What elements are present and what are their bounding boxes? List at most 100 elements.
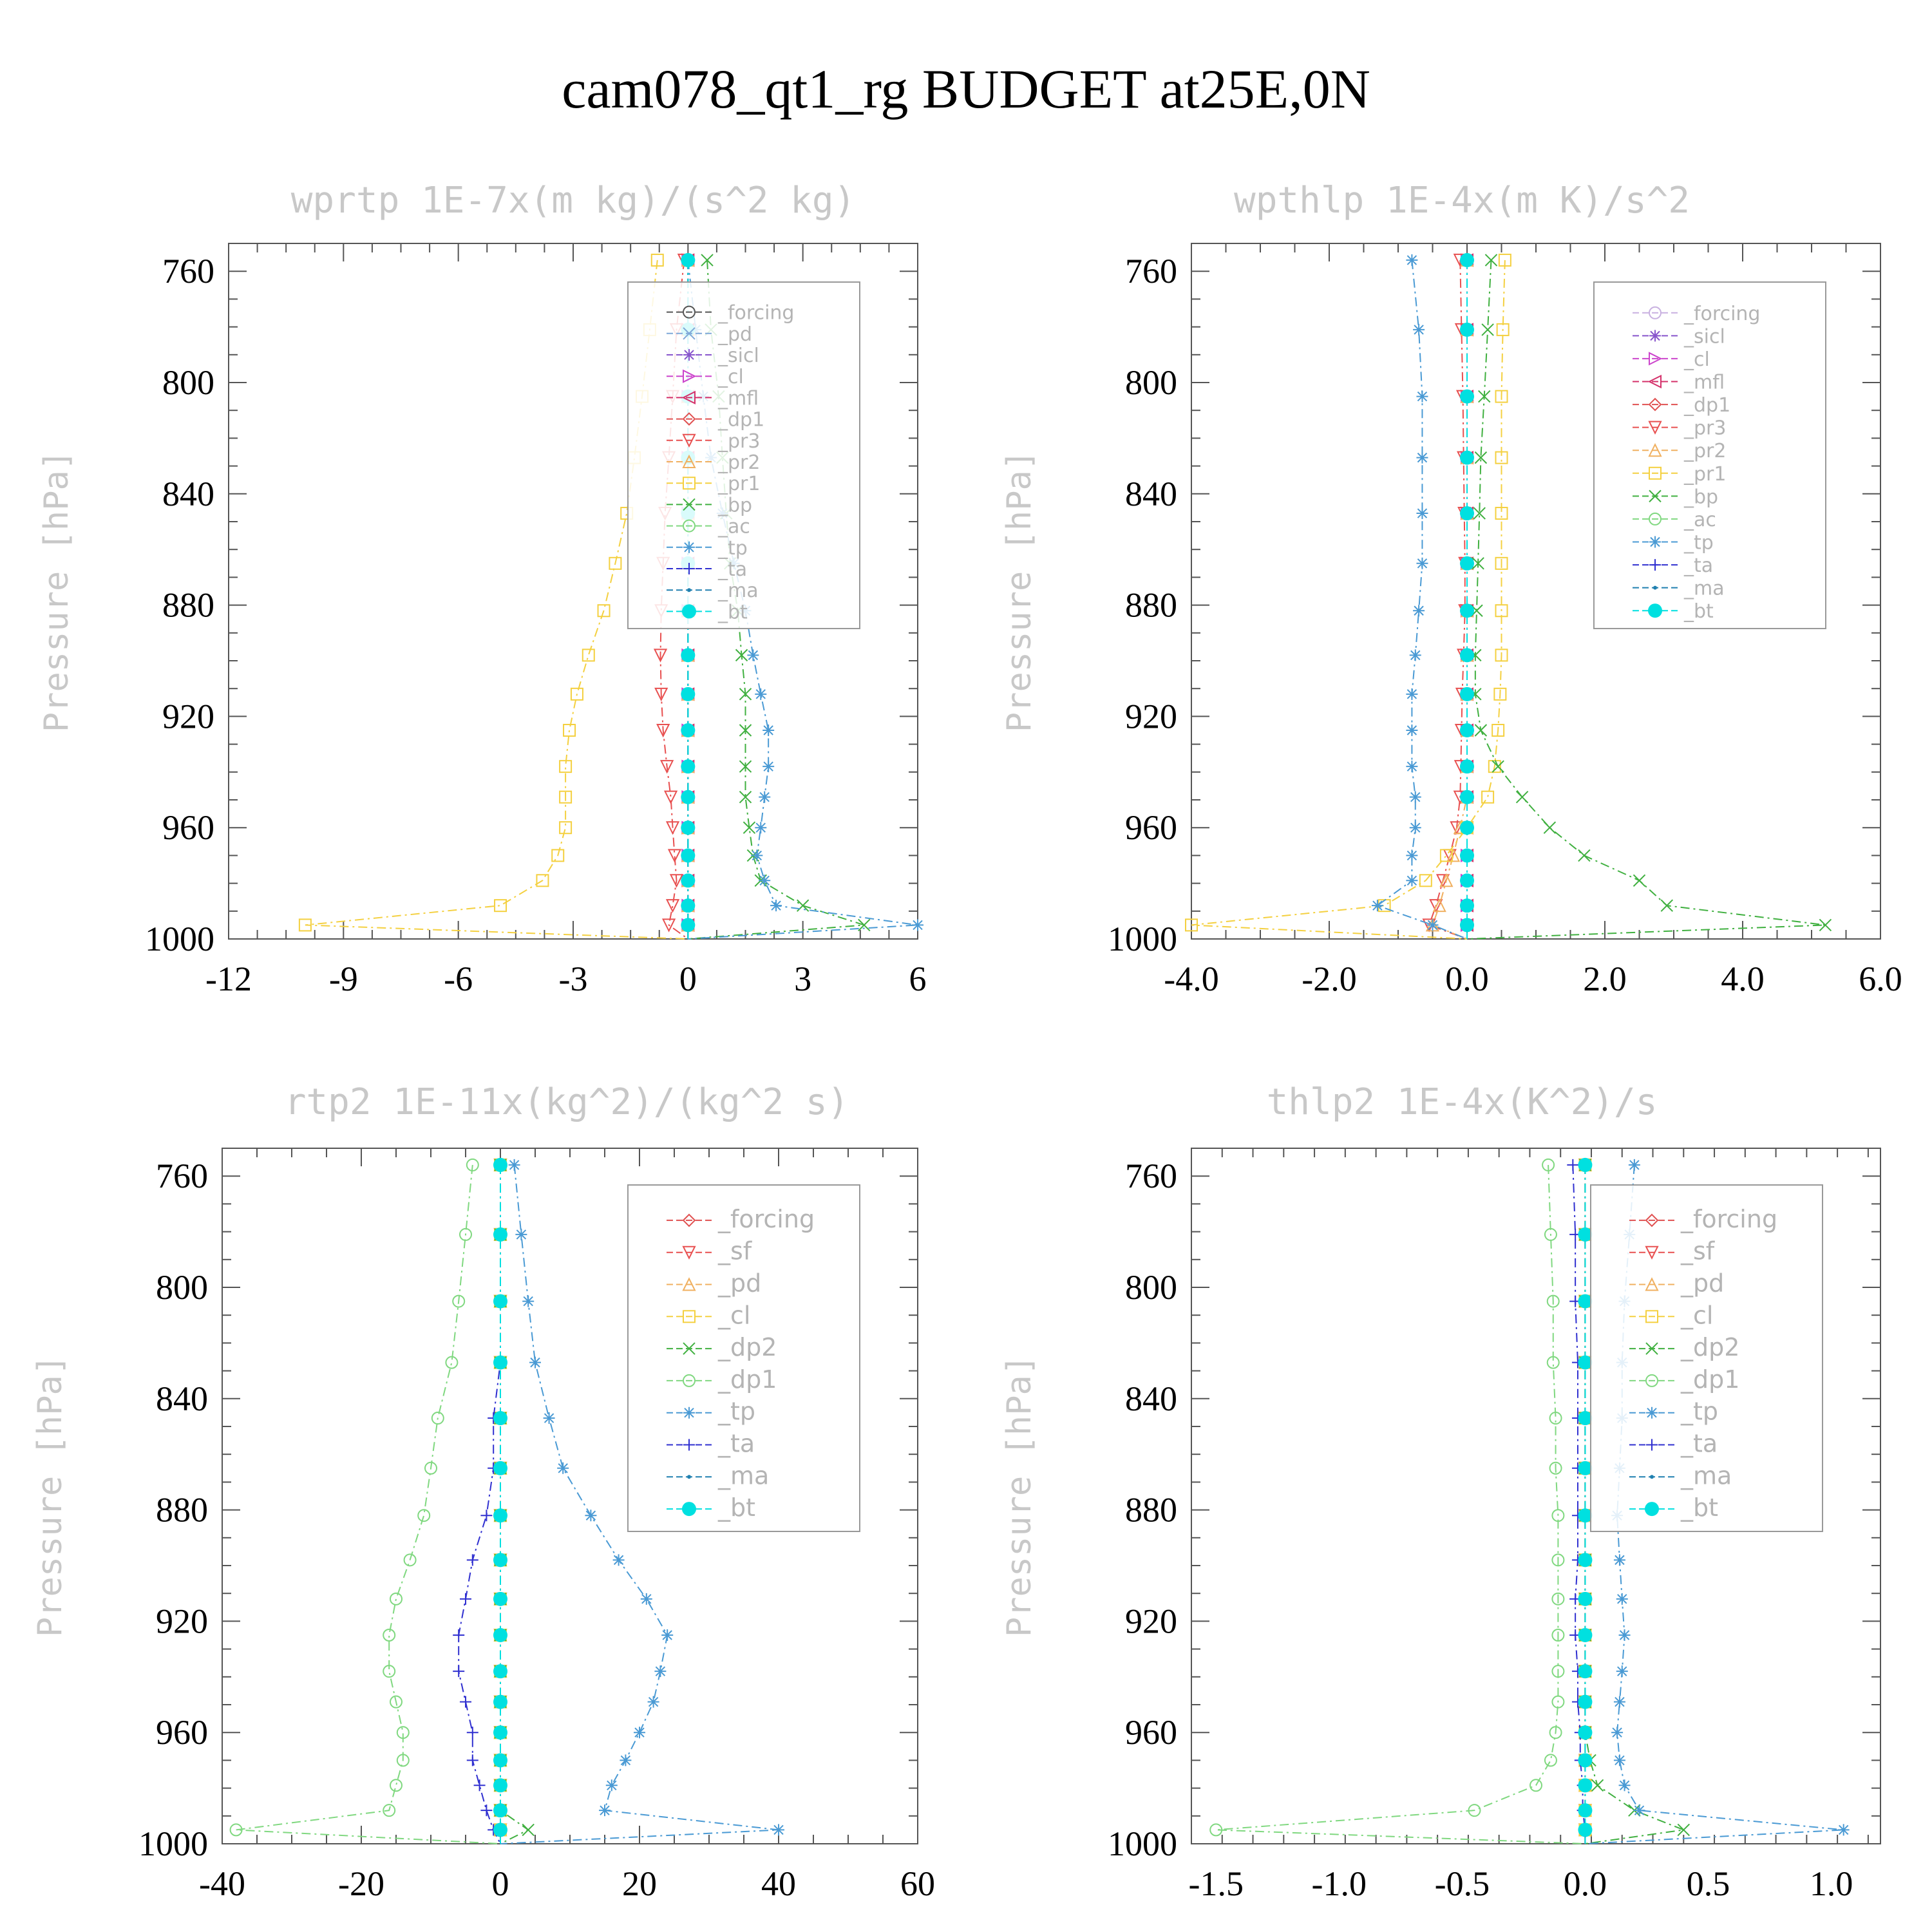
marker-point [681,648,696,663]
marker-point [1439,873,1454,887]
marker-point [667,849,682,863]
marker-point [522,1295,535,1307]
y-tick-label: 880 [162,586,214,625]
marker-point [493,1778,507,1793]
marker-point [1492,760,1504,773]
marker-point [515,1228,527,1240]
marker-point [1495,556,1508,570]
marker-point [493,1157,507,1172]
legend-point [682,1245,696,1260]
marker-point [1406,761,1418,773]
legend-label: _forcing [717,302,794,325]
marker-point [1618,1629,1631,1641]
y-tick-label: 800 [162,363,214,402]
marker-point [466,1754,478,1766]
y-tick-label: 840 [1125,475,1177,513]
marker-point [417,1509,431,1522]
marker-point [493,1823,507,1837]
marker-point [759,791,771,803]
marker-point [452,1294,466,1308]
x-tick-label: -12 [205,960,252,998]
marker-point [559,821,573,835]
marker-point [1819,918,1832,932]
legend-label: _dp1 [717,409,764,431]
marker-point [1460,506,1474,521]
x-tick-label: -3 [559,960,588,998]
legend-label: _bt [717,1493,755,1522]
legend-label: _tp [1683,532,1714,554]
marker-point [396,1726,410,1739]
marker-point [755,688,767,700]
x-tick-label: 0 [492,1864,509,1903]
marker-point [661,1629,674,1641]
x-tick-label: -2.0 [1302,960,1356,998]
marker-point [751,849,763,862]
marker-point [681,759,696,774]
series-line [1191,260,1506,940]
legend-label: _ma [1680,1461,1732,1490]
marker-point [1460,873,1474,888]
legend-point [1649,536,1661,548]
marker-point [796,899,810,912]
marker-point [493,1591,507,1606]
y-tick-label: 760 [1125,252,1177,290]
legend-point [1648,421,1662,435]
marker-point [466,1158,479,1171]
series-line [1216,1164,1586,1844]
marker-point [665,899,680,913]
marker-point [493,1753,507,1768]
legend-label: _dp1 [717,1365,777,1394]
marker-point [298,918,312,932]
marker-point [1578,1753,1593,1768]
series-pr2 [1425,252,1474,940]
legend-label: _cl [1680,1301,1713,1329]
marker-point [660,760,674,774]
panel-title: wprtp 1E-7x(m kg)/(s^2 kg) [291,180,856,222]
marker-point [1474,451,1488,464]
legend-box [627,281,860,629]
marker-point [681,820,696,835]
legend-point [1645,1374,1658,1387]
x-tick-label: 0.0 [1445,960,1489,998]
marker-point [681,898,696,913]
legend-point [1650,1475,1654,1479]
marker-point [1460,648,1474,663]
legend-point [687,1475,691,1479]
marker-point [1493,687,1507,701]
legend-label: _pd [717,1269,761,1298]
marker-point [770,900,782,912]
legend-point [683,1406,695,1419]
legend-label: _sf [1680,1237,1716,1265]
marker-point [1460,820,1474,835]
y-tick-label: 960 [162,808,214,847]
marker-point [634,1727,645,1739]
marker-point [739,688,752,701]
legend-label: _bt [717,601,748,623]
marker-point [762,761,775,773]
legend-label: _pr3 [1683,417,1726,440]
legend-point [683,1374,696,1387]
marker-point [1613,1754,1625,1766]
marker-point [1495,604,1508,618]
legend-point [681,390,696,405]
marker-point [858,918,871,932]
legend-label: _ta [717,558,747,581]
y-axis-title: Pressure [hPa] [31,1355,70,1637]
legend-label: _dp2 [717,1333,777,1361]
marker-point [1530,1779,1542,1792]
y-axis-title: Pressure [hPa] [1000,450,1039,732]
marker-point [1406,849,1418,862]
marker-point [1460,918,1474,933]
legend-label: _dp2 [1680,1333,1739,1361]
marker-point [493,1803,507,1818]
legend-point [1645,1213,1659,1227]
legend-label: _tp [717,537,748,560]
marker-point [1551,1665,1565,1678]
marker-point [1551,1553,1565,1567]
marker-point [494,899,507,913]
marker-point [1613,1696,1625,1708]
legend-label: _pr1 [1683,463,1726,486]
legend-point [1645,1277,1659,1291]
legend: _forcing _sf _pd _cl _dp2 _dp1 _tp _ta _ma _bt [1590,1184,1823,1532]
y-tick-label: 880 [156,1491,208,1530]
